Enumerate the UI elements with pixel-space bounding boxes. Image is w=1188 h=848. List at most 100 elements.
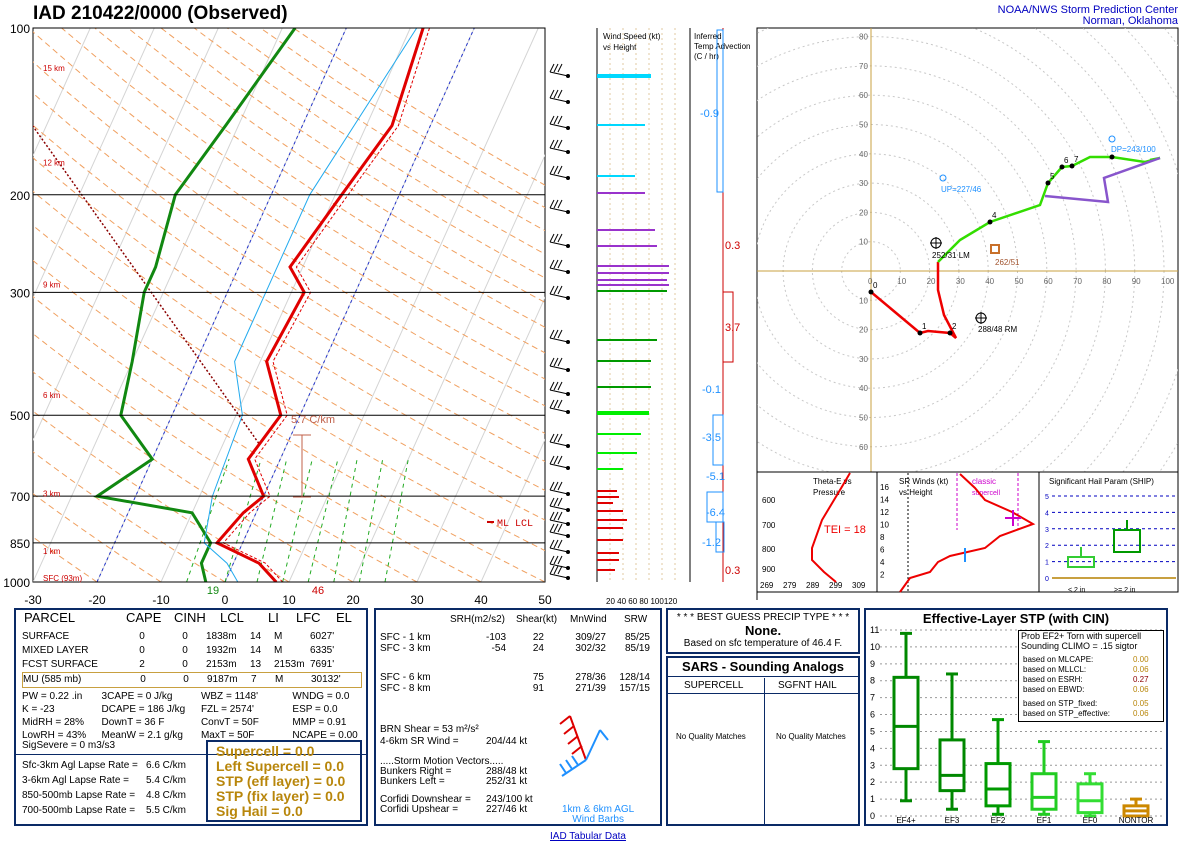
barb-staff (549, 519, 569, 525)
parcel-cell: 0 (183, 674, 189, 685)
srw-y-tick: 12 (880, 508, 889, 517)
hodo-x-tick: 0 (868, 277, 873, 286)
mixing-ratio-line (256, 458, 288, 582)
parcel-table: PARCEL CAPE CINH LCL LI LFC EL (22, 610, 354, 625)
hodo-segment-upper (1044, 156, 1161, 204)
wind-speed-bar (597, 411, 649, 415)
stp-iqr-box (892, 675, 920, 771)
composite-value: Supercell = 0.0 (216, 743, 315, 759)
barb-staff (549, 547, 569, 553)
barb-flag (553, 89, 559, 99)
composite-value: Sig Hail = 0.0 (216, 803, 303, 819)
pressure-label: 1000 (3, 576, 30, 590)
barb-flag (549, 233, 555, 243)
parcel-cell: MIXED LAYER (22, 645, 89, 656)
sr-wind-label: 4-6km SR Wind = (380, 736, 459, 747)
parcel-cell: 1932m (206, 645, 237, 656)
stp-iqr-box (1030, 772, 1058, 811)
dry-adiabat (33, 31, 545, 380)
theta-x-tick: 289 (806, 581, 820, 590)
srw-y-tick: 16 (880, 483, 889, 492)
srw-classic: classic (972, 477, 996, 486)
tadv-value: -1.2 (702, 537, 721, 549)
barb-staff (549, 463, 569, 469)
lapse-value: 6.6 C/km (146, 760, 187, 771)
stp-prob-value: 0.05 (1133, 699, 1149, 708)
index-cell: MMP = 0.91 (292, 717, 347, 728)
parcel-cell: 14 (250, 631, 262, 642)
downshear-label: DP=243/100 (1111, 145, 1156, 154)
wind-barb (549, 399, 570, 414)
wind-speed-bar (597, 519, 627, 521)
wind-barb (549, 539, 570, 554)
kinematic-cell: SFC - 8 km (380, 683, 431, 694)
dry-adiabat (33, 190, 545, 521)
isotherm (33, 28, 91, 157)
wind-barb (549, 329, 570, 344)
stp-prob-row: based on EBWD: 0.06 (1019, 685, 1163, 695)
wind-barb (549, 523, 570, 538)
tadv-title-3: (C / hr) (694, 52, 719, 61)
barb-flag (549, 455, 555, 465)
parcel-rows: SURFACE 0 0 1838m 14 M 6027' MIXED LAYER 0 0 1932m… (22, 630, 362, 688)
wind-speed-bar (597, 284, 669, 286)
barb-flag (549, 399, 555, 409)
temp-axis-label: 40 (474, 593, 488, 607)
barb-flag (557, 285, 563, 295)
upshear-label: UP=227/46 (941, 185, 982, 194)
height-label: SFC (93m) (43, 574, 82, 583)
sfc-dewpoint-label: 19 (207, 585, 219, 597)
hodo-y-tick: 30 (859, 355, 868, 364)
barb-flag (549, 63, 555, 73)
index-cell: ESP = 0.0 (292, 704, 338, 715)
wind-barb (549, 357, 570, 372)
parcel-cell: 6335' (310, 645, 335, 656)
tadv-title-2: Temp Advection (694, 42, 750, 51)
tabular-data-link[interactable]: IAD Tabular Data (550, 831, 626, 842)
barb-flag (553, 399, 559, 409)
hodo-y-tick: 20 (859, 208, 868, 217)
barb-flag (557, 399, 563, 409)
srw-classic-2: supercell (972, 490, 1000, 497)
lfc-header: LFC (296, 610, 321, 625)
isotherm (288, 28, 539, 582)
tadv-title: Inferred (694, 32, 722, 41)
kinematic-cell: SFC - 1 km (380, 632, 431, 643)
barb-flag (553, 259, 559, 269)
barb-flag (553, 433, 559, 443)
composite-box: Supercell = 0.0 Left Supercell = 0.0 STP (… (206, 740, 362, 822)
hodograph: 0102030405060708090100118070605040302010… (756, 27, 1179, 473)
ship-y-tick: 2 (1045, 543, 1049, 550)
hodo-y-tick: 70 (859, 62, 868, 71)
hodo-point (1109, 154, 1115, 160)
barb-flag (557, 165, 563, 175)
stp-prob-value: 0.06 (1133, 709, 1149, 718)
wind-speed-bar (597, 569, 615, 571)
barb-flag (557, 199, 563, 209)
wind-barb (549, 199, 570, 214)
indices-block: PW = 0.22 .in 3CAPE = 0 J/kg WBZ = 1148' WN… (22, 690, 362, 742)
kinematic-cell: 24 (532, 643, 544, 654)
hodo-x-tick: 60 (1044, 277, 1053, 286)
parcel-trace (33, 125, 261, 446)
barb-staff (549, 123, 569, 129)
barb-flag (553, 555, 559, 565)
tadv-box (712, 414, 724, 466)
hodo-frame (756, 27, 1179, 473)
kinematic-cell: 309/27 (575, 632, 606, 643)
cinh-header: CINH (174, 610, 206, 625)
srw-y-tick: 14 (880, 496, 889, 505)
hodo-segment-0-3km (870, 262, 958, 339)
stp-prob-box: Prob EF2+ Torn with supercell Sounding C… (1018, 630, 1164, 722)
tadv-value: -0.1 (702, 384, 721, 396)
stp-category-label: EF4+ (896, 816, 916, 824)
wind-speed-bar (597, 290, 667, 292)
hodo-point-label: 0 (873, 281, 878, 290)
stp-y-tick: 0 (870, 811, 875, 821)
parcel-cell: 0 (139, 645, 145, 656)
hodo-point (1069, 163, 1075, 169)
hodo-y-tick: 60 (859, 91, 868, 100)
stp-prob-label: based on MLCAPE: (1023, 655, 1094, 664)
index-cell: ConvT = 50F (200, 717, 259, 728)
dry-adiabat (33, 371, 354, 582)
